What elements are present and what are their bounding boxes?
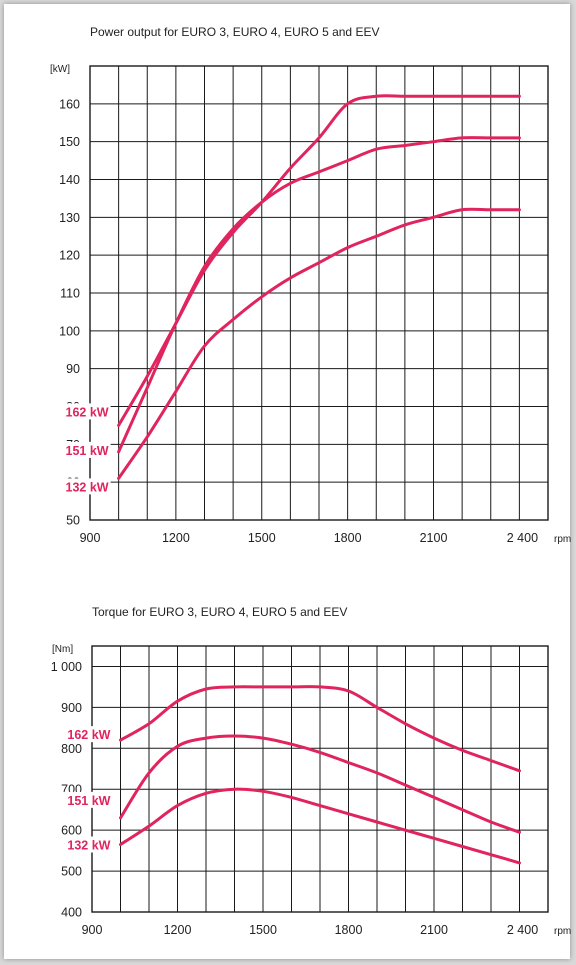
x-axis-unit: rpm <box>554 534 571 545</box>
series-label-backing <box>48 403 111 420</box>
x-tick-label: 1500 <box>249 923 277 937</box>
series-label: 132 kW <box>67 838 110 852</box>
series-label: 151 kW <box>67 794 110 808</box>
plot-frame <box>91 645 549 913</box>
y-tick-label: 100 <box>59 324 80 338</box>
x-axis-unit: rpm <box>554 926 571 937</box>
x-tick-label: 900 <box>82 923 103 937</box>
series-label: 151 kW <box>66 444 109 458</box>
series-label-backing <box>50 726 113 743</box>
x-tick-label: 2 400 <box>507 923 538 937</box>
x-tick-label: 900 <box>80 531 101 545</box>
series-line-151-kw <box>117 136 521 454</box>
y-tick-label: 140 <box>59 173 80 187</box>
y-tick-label: 90 <box>66 362 80 376</box>
y-axis-unit: [Nm] <box>52 644 73 655</box>
series-label: 162 kW <box>66 405 109 419</box>
plot-frame <box>89 65 549 521</box>
series-label: 132 kW <box>66 480 109 494</box>
chart-title: Torque for EURO 3, EURO 4, EURO 5 and EE… <box>92 605 347 619</box>
y-tick-label: 400 <box>61 906 82 920</box>
y-tick-label: 900 <box>61 701 82 715</box>
x-tick-label: 2100 <box>420 531 448 545</box>
x-tick-label: 1800 <box>335 923 363 937</box>
x-tick-label: 2 400 <box>507 531 538 545</box>
y-tick-label: 110 <box>60 287 80 301</box>
series-label-backing <box>50 791 113 808</box>
y-tick-label: 1 000 <box>51 660 82 674</box>
series-label-backing <box>48 441 111 458</box>
series-line-132-kw <box>119 787 521 865</box>
y-tick-label: 160 <box>59 97 80 111</box>
chart-2: Torque for EURO 3, EURO 4, EURO 5 and EE… <box>50 605 571 937</box>
x-tick-label: 2100 <box>420 923 448 937</box>
chart-1: Power output for EURO 3, EURO 4, EURO 5 … <box>48 25 571 545</box>
y-axis-unit: [kW] <box>50 64 70 75</box>
y-tick-label: 500 <box>61 865 82 879</box>
chart-title: Power output for EURO 3, EURO 4, EURO 5 … <box>90 25 379 39</box>
y-tick-label: 150 <box>59 135 80 149</box>
x-tick-label: 1800 <box>334 531 362 545</box>
y-tick-label: 120 <box>59 249 80 263</box>
x-tick-label: 1200 <box>162 531 190 545</box>
series-line-151-kw <box>119 734 521 834</box>
series-label: 162 kW <box>67 728 110 742</box>
series-label-backing <box>48 478 111 495</box>
series-line-162-kw <box>119 685 521 773</box>
y-tick-label: 600 <box>61 824 82 838</box>
x-tick-label: 1200 <box>164 923 192 937</box>
y-tick-label: 130 <box>59 211 80 225</box>
y-tick-label: 800 <box>61 742 82 756</box>
series-line-132-kw <box>117 207 521 480</box>
x-tick-label: 1500 <box>248 531 276 545</box>
y-tick-label: 50 <box>66 514 80 528</box>
series-label-backing <box>50 836 113 853</box>
